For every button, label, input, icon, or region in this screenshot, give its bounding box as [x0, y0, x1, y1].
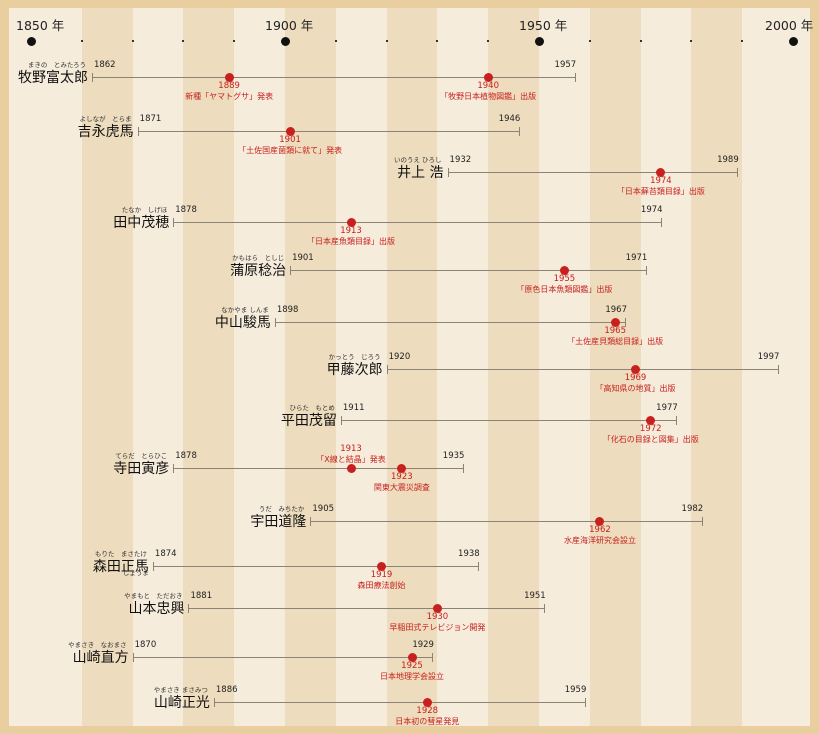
decade-stripe	[285, 8, 336, 726]
axis-minor-tick	[80, 40, 83, 42]
axis-major-dot	[534, 36, 544, 46]
axis-major-dot	[26, 36, 36, 46]
decade-stripe	[81, 8, 133, 726]
axis-minor-tick	[385, 40, 388, 42]
axis-minor-tick	[436, 40, 439, 42]
axis-major-dot	[788, 36, 798, 46]
axis-label-1900: 1900 年	[265, 18, 314, 33]
axis-minor-tick	[690, 40, 693, 42]
axis-minor-tick	[182, 40, 185, 42]
timeline-board	[9, 8, 810, 726]
decade-stripe	[183, 8, 235, 726]
axis-minor-tick	[131, 40, 134, 42]
axis-label-1850: 1850 年	[16, 18, 65, 33]
axis-minor-tick	[334, 40, 337, 42]
axis-minor-tick	[741, 40, 744, 42]
axis-minor-tick	[588, 40, 591, 42]
decade-stripe	[589, 8, 641, 726]
axis-major-dot	[280, 36, 290, 46]
axis-minor-tick	[639, 40, 642, 42]
decade-stripe	[691, 8, 743, 726]
decade-stripe	[386, 8, 438, 726]
axis-label-2000: 2000 年	[765, 18, 814, 33]
axis-label-1950: 1950 年	[519, 18, 568, 33]
decade-stripe	[488, 8, 539, 726]
axis-minor-tick	[487, 40, 490, 42]
axis-minor-tick	[233, 40, 236, 42]
